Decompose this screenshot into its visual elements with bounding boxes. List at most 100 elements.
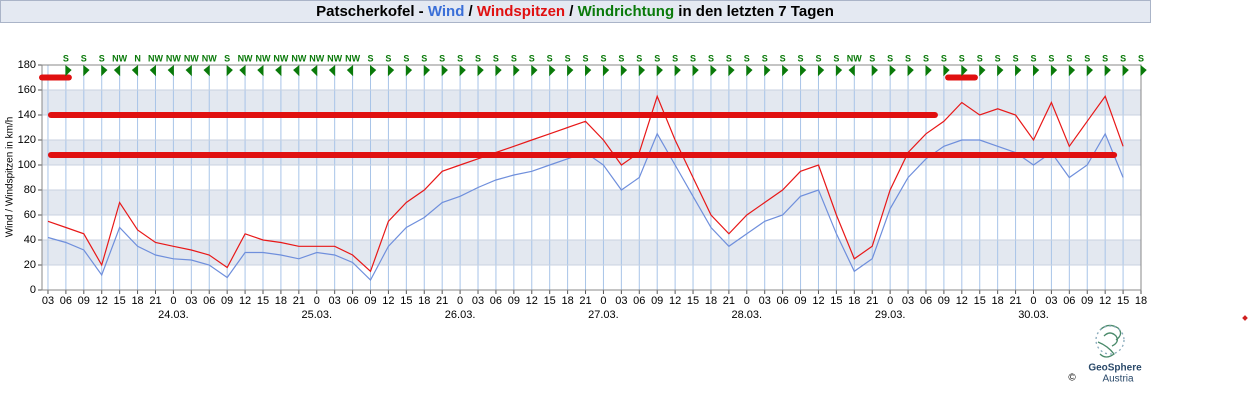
y-tick-label: 160 bbox=[18, 84, 36, 96]
x-tick-label: 18 bbox=[418, 295, 430, 307]
x-tick-label: 15 bbox=[687, 295, 699, 307]
direction-flag bbox=[387, 64, 395, 77]
direction-flag bbox=[602, 64, 610, 77]
x-tick-label: 03 bbox=[759, 295, 771, 307]
direction-label: S bbox=[511, 53, 517, 63]
direction-label: NW bbox=[847, 53, 862, 63]
x-tick-label: 0 bbox=[457, 295, 463, 307]
x-tick-label: 18 bbox=[992, 295, 1004, 307]
x-tick-label: 18 bbox=[131, 295, 143, 307]
direction-flag bbox=[848, 64, 855, 77]
x-tick-label: 0 bbox=[1030, 295, 1036, 307]
y-tick-label: 60 bbox=[24, 209, 36, 221]
direction-flag bbox=[692, 64, 699, 77]
y-tick-label: 180 bbox=[18, 59, 36, 71]
direction-label: S bbox=[726, 53, 732, 63]
x-tick-label: 09 bbox=[508, 295, 520, 307]
direction-flag bbox=[997, 64, 1004, 77]
direction-flag bbox=[728, 64, 735, 77]
direction-flag bbox=[459, 64, 466, 77]
direction-flag bbox=[1086, 64, 1093, 77]
x-tick-label: 03 bbox=[1045, 295, 1057, 307]
x-tick-label: 0 bbox=[887, 295, 893, 307]
day-label: 26.03. bbox=[445, 309, 476, 321]
direction-label: S bbox=[81, 53, 87, 63]
direction-flag bbox=[441, 64, 448, 77]
y-axis-label: Wind / Windspitzen in km/h bbox=[5, 117, 16, 238]
x-tick-label: 12 bbox=[96, 295, 108, 307]
direction-flag bbox=[328, 64, 336, 77]
direction-label: S bbox=[690, 53, 696, 63]
x-tick-label: 06 bbox=[920, 295, 932, 307]
x-tick-label: 18 bbox=[705, 295, 717, 307]
direction-flag bbox=[1015, 64, 1022, 77]
series-line bbox=[47, 94, 1124, 273]
direction-label: S bbox=[708, 53, 714, 63]
x-tick-label: 09 bbox=[651, 295, 663, 307]
direction-flag bbox=[817, 64, 825, 77]
direction-flag bbox=[746, 64, 753, 77]
x-tick-label: 12 bbox=[956, 295, 968, 307]
direction-flag bbox=[674, 64, 681, 77]
direction-label: S bbox=[923, 53, 929, 63]
direction-label: S bbox=[887, 53, 893, 63]
title-part: in den letzten 7 Tagen bbox=[674, 3, 834, 20]
y-tick-label: 140 bbox=[18, 109, 36, 121]
title-part: Patscherkofel - bbox=[316, 3, 428, 20]
x-tick-label: 09 bbox=[1081, 295, 1093, 307]
direction-label: S bbox=[672, 53, 678, 63]
direction-flag bbox=[620, 64, 628, 77]
direction-label: NW bbox=[166, 53, 181, 63]
direction-label: S bbox=[367, 53, 373, 63]
x-tick-label: 18 bbox=[561, 295, 573, 307]
y-tick-label: 80 bbox=[24, 184, 36, 196]
direction-flag bbox=[495, 64, 502, 77]
direction-flag bbox=[782, 64, 789, 77]
direction-flag bbox=[149, 64, 156, 77]
direction-flag bbox=[567, 64, 574, 77]
x-tick-label: 03 bbox=[185, 295, 197, 307]
plot-area: 03 06 09 12 15 18 21 0 03 06 09 12 15 18 21 0 03 06 09 12 15… bbox=[18, 53, 1147, 321]
direction-label: S bbox=[385, 53, 391, 63]
x-tick-label: 15 bbox=[1117, 295, 1129, 307]
direction-flag bbox=[311, 64, 318, 77]
direction-label: S bbox=[780, 53, 786, 63]
title-part: Wind bbox=[428, 3, 465, 20]
direction-flag bbox=[549, 64, 556, 77]
day-label: 27.03. bbox=[588, 309, 619, 321]
direction-label: NW bbox=[309, 53, 324, 63]
direction-label: S bbox=[493, 53, 499, 63]
direction-flag bbox=[203, 64, 210, 77]
x-tick-label: 0 bbox=[600, 295, 606, 307]
direction-flag bbox=[1140, 64, 1147, 77]
direction-label: S bbox=[636, 53, 642, 63]
x-tick-label: 0 bbox=[170, 295, 176, 307]
title-part: / bbox=[565, 3, 578, 20]
direction-label: S bbox=[583, 53, 589, 63]
direction-label: NW bbox=[148, 53, 163, 63]
y-tick-label: 120 bbox=[18, 134, 36, 146]
direction-label: NW bbox=[255, 53, 270, 63]
direction-flag bbox=[1068, 64, 1076, 77]
x-tick-label: 06 bbox=[777, 295, 789, 307]
x-tick-label: 15 bbox=[400, 295, 412, 307]
direction-flag bbox=[257, 64, 264, 77]
direction-label: S bbox=[815, 53, 821, 63]
direction-label: NW bbox=[112, 53, 127, 63]
x-tick-label: 06 bbox=[633, 295, 645, 307]
direction-flag bbox=[764, 64, 771, 77]
direction-label: S bbox=[1066, 53, 1072, 63]
direction-flag bbox=[293, 64, 300, 77]
x-tick-label: 03 bbox=[42, 295, 54, 307]
direction-flag bbox=[167, 64, 174, 77]
direction-flag bbox=[185, 64, 192, 77]
logo-name: GeoSphere bbox=[1088, 363, 1142, 374]
direction-label: S bbox=[762, 53, 768, 63]
direction-label: S bbox=[977, 53, 983, 63]
y-tick-label: 100 bbox=[18, 159, 36, 171]
direction-flag bbox=[65, 64, 72, 77]
logo: GeoSphere Austria © bbox=[1068, 324, 1142, 385]
x-tick-label: 12 bbox=[812, 295, 824, 307]
direction-label: S bbox=[529, 53, 535, 63]
direction-label: S bbox=[744, 53, 750, 63]
